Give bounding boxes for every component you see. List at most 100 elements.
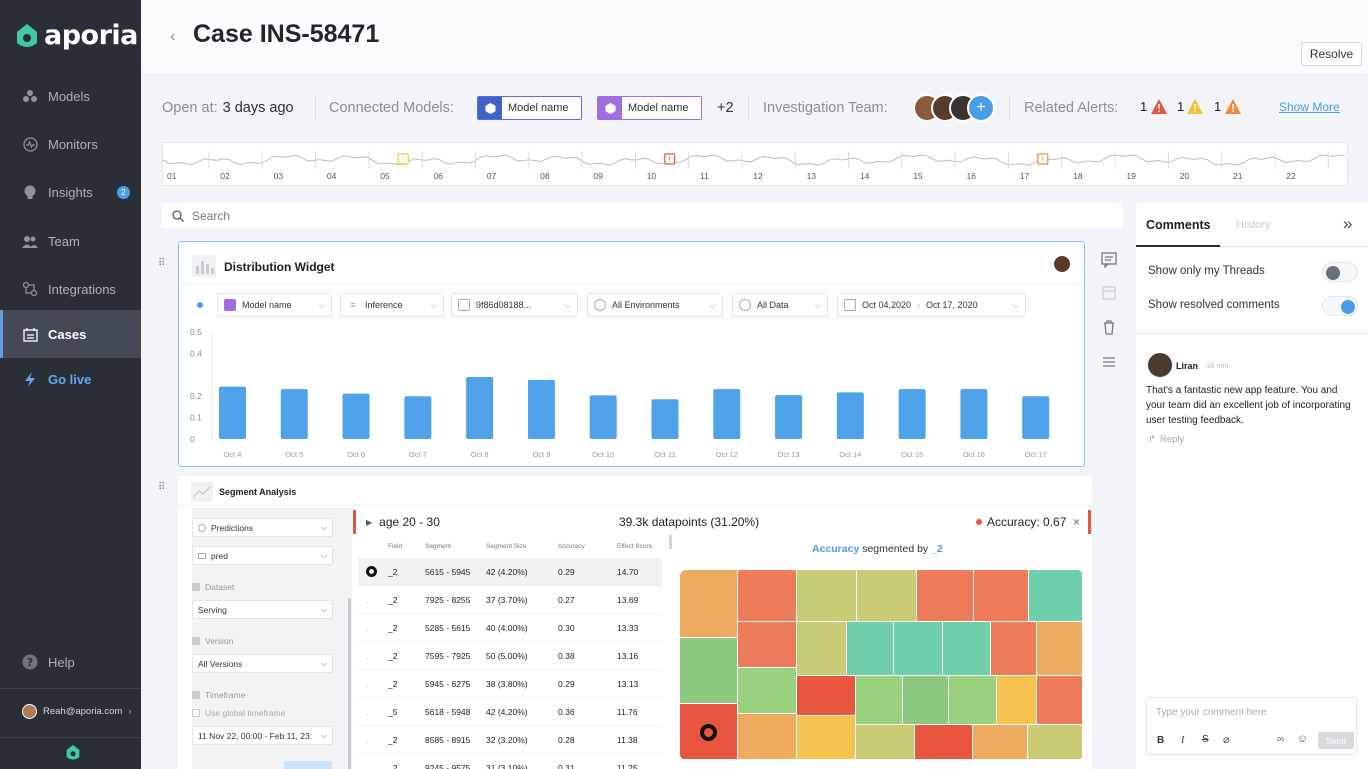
treemap-cell[interactable] — [991, 622, 1036, 675]
version-filter[interactable]: 9f86d08188... ⌵ — [451, 293, 578, 317]
treemap-cell[interactable] — [847, 622, 893, 675]
timeline-alert-marker[interactable] — [397, 153, 409, 165]
version-select[interactable]: All Versions ⌵ — [192, 654, 333, 673]
back-chevron-icon[interactable]: ‹ — [170, 28, 176, 45]
calendar-icon[interactable] — [1100, 284, 1118, 302]
user-menu[interactable]: Reah@aporia.com › — [22, 704, 132, 719]
drag-handle-icon[interactable]: ⠿ — [158, 482, 165, 493]
predictions-select[interactable]: Predictions ⌵ — [192, 518, 333, 537]
show-more-link[interactable]: Show More — [1279, 100, 1340, 114]
treemap-cell[interactable] — [797, 570, 856, 621]
scrollbar[interactable] — [669, 535, 672, 549]
bold-icon[interactable]: B — [1157, 735, 1165, 746]
emoji-icon[interactable]: ☺ — [1297, 733, 1309, 745]
treemap-cell[interactable] — [1028, 725, 1082, 759]
trash-icon[interactable] — [1100, 318, 1118, 336]
checkbox[interactable] — [192, 709, 200, 717]
table-row[interactable]: _2 5615 - 5945 42 (4.20%) 0.29 14.70 — [358, 558, 662, 586]
treemap-cell[interactable] — [797, 716, 855, 759]
treemap-cell[interactable] — [894, 622, 942, 675]
model-filter[interactable]: Model name ⌵ — [217, 293, 332, 317]
bar[interactable] — [466, 376, 494, 439]
bar[interactable] — [219, 386, 246, 439]
tab-comments[interactable]: Comments — [1146, 218, 1211, 232]
comment-input[interactable]: Type your comment here — [1156, 707, 1267, 718]
bar[interactable] — [527, 379, 555, 439]
sidebar-item-models[interactable]: Models — [0, 72, 141, 120]
sidebar-item-cases[interactable]: Cases — [0, 310, 141, 358]
treemap-cell[interactable] — [738, 570, 796, 621]
sidebar-item-help[interactable]: ? Help — [0, 638, 141, 686]
table-row[interactable]: . _2 8585 - 8915 32 (3.20%) 0.28 11.38 — [358, 726, 662, 754]
bar[interactable] — [1022, 396, 1050, 439]
scrollbar[interactable] — [348, 598, 351, 769]
bar[interactable] — [713, 389, 741, 439]
bar[interactable] — [775, 395, 803, 439]
caret-right-icon[interactable]: ▶ — [366, 517, 373, 527]
treemap-cell[interactable] — [797, 622, 846, 675]
treemap-cell[interactable] — [738, 622, 796, 667]
alert-warning-red-icon[interactable] — [1151, 99, 1167, 114]
model-chip[interactable]: Model name — [597, 96, 702, 120]
bar[interactable] — [589, 395, 617, 439]
sidebar-item-go-live[interactable]: Go live — [0, 355, 141, 403]
close-icon[interactable]: × — [1073, 515, 1081, 529]
table-row[interactable]: . _5 5618 - 5948 42 (4.20%) 0.36 11.76 — [358, 698, 662, 726]
environments-filter[interactable]: All Environments ⌵ — [587, 293, 723, 317]
treemap-cell[interactable] — [917, 570, 973, 621]
tab-history[interactable]: History — [1236, 219, 1271, 231]
treemap-cell[interactable] — [1029, 570, 1082, 621]
send-button[interactable]: Send — [1318, 732, 1354, 749]
attachment-icon[interactable]: ⌀ — [1223, 734, 1230, 746]
column-header[interactable]: Accuracy — [558, 542, 585, 550]
treemap-cell[interactable] — [680, 570, 737, 637]
treemap-cell[interactable] — [903, 676, 948, 724]
treemap-cell[interactable] — [943, 622, 990, 675]
collapse-panel-icon[interactable]: » — [1343, 214, 1353, 233]
widget-owner-avatar[interactable] — [1052, 254, 1072, 274]
treemap-cell[interactable] — [974, 570, 1028, 621]
treemap-cell[interactable] — [857, 570, 916, 621]
bar[interactable] — [898, 389, 926, 439]
link-icon[interactable]: ∞ — [1277, 734, 1285, 745]
column-header[interactable]: Segment Size — [486, 542, 527, 550]
pred-select[interactable]: pred ⌵ — [192, 546, 333, 565]
search-input[interactable]: Search — [192, 208, 231, 223]
bar[interactable] — [342, 393, 370, 439]
table-row[interactable]: . _2 5945 - 6275 38 (3.80%) 0.29 13.13 — [358, 670, 662, 698]
table-row[interactable]: . _2 9245 - 9575 31 (3.10%) 0.31 11.25 — [358, 754, 662, 769]
bar[interactable] — [836, 392, 864, 439]
treemap-cell[interactable] — [856, 725, 914, 759]
resolve-button[interactable]: Resolve — [1301, 42, 1362, 66]
column-header[interactable]: Field — [388, 542, 403, 550]
treemap-cell[interactable] — [856, 676, 902, 724]
reply-button[interactable]: ↱ Reply — [1148, 434, 1184, 445]
timeline-alert-marker[interactable] — [1037, 153, 1049, 165]
table-row[interactable]: . _2 7925 - 8255 37 (3.70%) 0.27 13.69 — [358, 586, 662, 614]
column-header[interactable]: Segment — [425, 542, 452, 550]
add-member-plus-icon[interactable]: + — [967, 94, 995, 122]
comment-icon[interactable] — [1100, 251, 1118, 269]
drag-handle-icon[interactable]: ⠿ — [158, 258, 165, 269]
italic-icon[interactable]: I — [1181, 735, 1185, 746]
timeline-alert-marker[interactable] — [664, 153, 676, 165]
strikethrough-icon[interactable]: S — [1202, 734, 1209, 745]
table-row[interactable]: . _2 5285 - 5615 40 (4.00%) 0.30 13.33 — [358, 614, 662, 642]
alert-warning-yellow-icon[interactable] — [1187, 99, 1203, 114]
sidebar-item-insights[interactable]: Insights 2 — [0, 168, 141, 216]
search-bar[interactable]: Search — [162, 203, 1123, 228]
use-global-timeframe[interactable]: Use global timeframe — [192, 708, 285, 718]
aporia-logo[interactable]: aporia — [16, 20, 138, 51]
dataset-select[interactable]: Serving ⌵ — [192, 600, 333, 619]
resolved-comments-toggle[interactable] — [1322, 296, 1358, 316]
treemap-cell[interactable] — [738, 668, 796, 713]
my-threads-toggle[interactable] — [1322, 262, 1358, 282]
bar[interactable] — [960, 389, 988, 439]
environment-type-filter[interactable]: ≡ Inference ⌵ — [340, 293, 444, 317]
treemap[interactable] — [680, 570, 1083, 760]
treemap-cell[interactable] — [973, 725, 1027, 759]
column-header[interactable]: Effect Score — [617, 542, 653, 550]
sidebar-item-team[interactable]: Team — [0, 217, 141, 265]
treemap-cell[interactable] — [680, 638, 737, 703]
alert-warning-orange-icon[interactable] — [1225, 99, 1241, 114]
